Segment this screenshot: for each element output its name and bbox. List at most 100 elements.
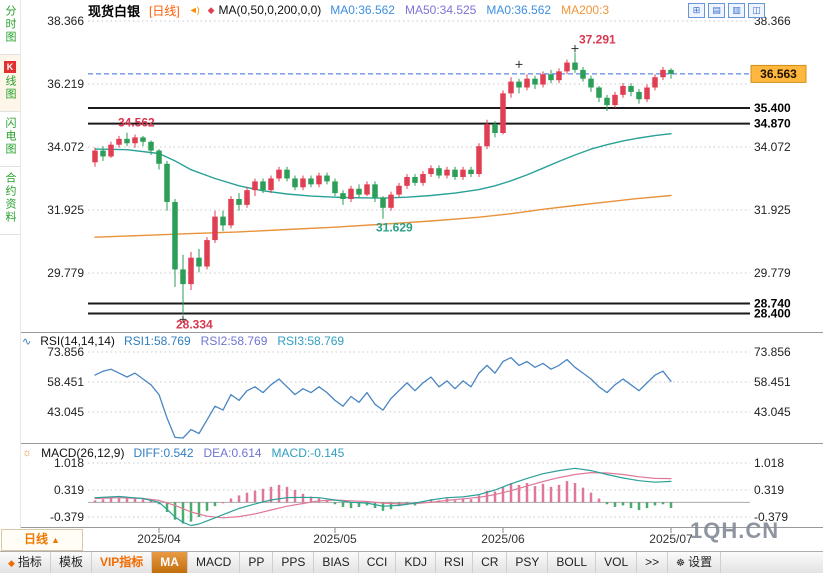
macd-value-2: MACD:-0.145 bbox=[271, 446, 345, 460]
grid-layout-icon[interactable]: ⊞ bbox=[688, 3, 705, 18]
candle-body bbox=[572, 62, 578, 70]
ma200-line bbox=[94, 194, 672, 238]
macd-axis-label-left: 0.319 bbox=[54, 483, 84, 497]
candle-body bbox=[308, 178, 314, 185]
speaker-icon[interactable]: ◄) bbox=[188, 5, 200, 15]
candle-body bbox=[468, 169, 474, 175]
candle-body bbox=[556, 71, 562, 81]
macd-panel-header: ☼ MACD(26,12,9) DIFF:0.542 DEA:0.614 MACD:… bbox=[22, 446, 344, 460]
candle-body bbox=[188, 257, 194, 285]
price-annotation: 34.562 bbox=[118, 116, 155, 130]
macd-hist-bar bbox=[637, 502, 641, 511]
candle-body bbox=[356, 188, 362, 195]
level-label: 28.400 bbox=[754, 306, 791, 320]
macd-hist-bar bbox=[477, 495, 481, 503]
price-annotation: 31.629 bbox=[376, 221, 413, 235]
sidebar-tab-label: 分时图 bbox=[4, 5, 16, 44]
current-price-tag bbox=[750, 64, 807, 83]
level-label: 35.400 bbox=[754, 101, 791, 115]
macd-hist-bar bbox=[653, 502, 657, 506]
macd-hist-bar bbox=[405, 502, 409, 504]
toolbar-tab-10[interactable]: RSI bbox=[436, 552, 474, 573]
candle-body bbox=[564, 62, 570, 72]
dea-line bbox=[94, 472, 672, 519]
macd-hist-bar bbox=[285, 486, 289, 503]
macd-hist-bar bbox=[517, 484, 521, 503]
candle-body bbox=[524, 78, 530, 88]
toolbar-tab-12[interactable]: PSY bbox=[507, 552, 549, 573]
candle-body bbox=[612, 94, 618, 106]
ma-diamond-icon: ◆ bbox=[207, 4, 215, 15]
toolbar-tab-1[interactable]: 模板 bbox=[51, 552, 92, 573]
candle-body bbox=[500, 93, 506, 133]
candle-body bbox=[156, 150, 162, 164]
macd-hist-bar bbox=[525, 483, 529, 503]
candle-body bbox=[580, 69, 586, 79]
toolbar-tab-16[interactable]: ☸ 设置 bbox=[668, 552, 722, 573]
y-axis-label-right: 34.072 bbox=[754, 140, 791, 154]
candle-body bbox=[508, 81, 514, 94]
candle-body bbox=[124, 138, 130, 144]
sidebar-tab-label: 合约资料 bbox=[4, 172, 16, 224]
watermark: 1QH.CN bbox=[690, 518, 780, 543]
rsi-axis-label-left: 43.045 bbox=[47, 405, 84, 419]
panes-horizontal-icon[interactable]: ▤ bbox=[708, 3, 725, 18]
toolbar-tab-11[interactable]: CR bbox=[473, 552, 508, 573]
chart-canvas[interactable]: 38.36636.21934.07231.92529.77938.36634.0… bbox=[0, 0, 823, 551]
macd-hist-bar bbox=[469, 499, 473, 503]
macd-hist-bar bbox=[101, 499, 105, 503]
panes-vertical-icon[interactable]: ▥ bbox=[728, 3, 745, 18]
toolbar-tab-9[interactable]: KDJ bbox=[396, 552, 437, 573]
rsi-panel-icon[interactable]: ∿ bbox=[22, 335, 32, 348]
indicator-diamond-icon: ◆ bbox=[8, 558, 15, 568]
macd-axis-label-right: -0.379 bbox=[754, 510, 788, 524]
macd-hist-bar bbox=[589, 492, 593, 503]
candle-body bbox=[380, 197, 386, 208]
toolbar-tab-8[interactable]: CCI bbox=[359, 552, 397, 573]
sidebar-tab-time-chart[interactable]: 分时图 bbox=[0, 0, 20, 55]
macd-axis-label-left: -0.379 bbox=[50, 510, 84, 524]
toolbar-tab-5[interactable]: PP bbox=[240, 552, 274, 573]
candle-body bbox=[244, 190, 250, 205]
y-axis-label-left: 34.072 bbox=[47, 140, 84, 154]
ma-value-2: MA0:36.562 bbox=[486, 3, 552, 17]
candle-body bbox=[436, 168, 442, 176]
chevron-up-icon: ▲ bbox=[51, 535, 60, 545]
macd-hist-bar bbox=[541, 483, 545, 503]
rsi-line bbox=[94, 356, 672, 439]
sidebar-tab-contract-info[interactable]: 合约资料 bbox=[0, 167, 20, 235]
macd-hist-bar bbox=[605, 502, 609, 505]
candle-body bbox=[404, 176, 410, 186]
y-axis-label-right: 31.925 bbox=[754, 203, 791, 217]
toolbar-tab-14[interactable]: VOL bbox=[596, 552, 638, 573]
macd-hist-bar bbox=[357, 502, 361, 507]
macd-panel-icon[interactable]: ☼ bbox=[22, 447, 33, 459]
macd-hist-bar bbox=[621, 502, 625, 506]
macd-hist-bar bbox=[173, 502, 177, 520]
toolbar-tab-0[interactable]: ◆ 指标 bbox=[0, 552, 51, 573]
toolbar-tab-15[interactable]: >> bbox=[637, 552, 669, 573]
period-selector-button[interactable]: 日线 ▲ bbox=[1, 529, 83, 551]
macd-hist-bar bbox=[629, 502, 633, 509]
toolbar-tab-13[interactable]: BOLL bbox=[548, 552, 597, 573]
candle-body bbox=[196, 257, 202, 267]
candle-body bbox=[532, 78, 538, 85]
toolbar-tab-2[interactable]: VIP指标 bbox=[92, 552, 153, 573]
level-label: 28.740 bbox=[754, 296, 791, 310]
macd-hist-bar bbox=[269, 486, 273, 503]
macd-hist-bar bbox=[197, 502, 201, 518]
split-view-icon[interactable]: ◫ bbox=[748, 3, 765, 18]
toolbar-tab-3[interactable]: MA bbox=[152, 552, 188, 573]
k-line-icon: K bbox=[4, 61, 16, 73]
candle-body bbox=[444, 169, 450, 176]
sidebar-tab-kline[interactable]: K 线图 bbox=[0, 55, 20, 112]
toolbar-tab-6[interactable]: PPS bbox=[273, 552, 315, 573]
toolbar-tab-4[interactable]: MACD bbox=[188, 552, 241, 573]
y-axis-label-left: 31.925 bbox=[47, 203, 84, 217]
toolbar-tab-7[interactable]: BIAS bbox=[314, 552, 359, 573]
sidebar-tab-lightning-chart[interactable]: 闪电图 bbox=[0, 112, 20, 167]
candle-body bbox=[388, 194, 394, 208]
candle-body bbox=[100, 150, 106, 157]
macd-axis-label-right: 0.319 bbox=[754, 483, 784, 497]
